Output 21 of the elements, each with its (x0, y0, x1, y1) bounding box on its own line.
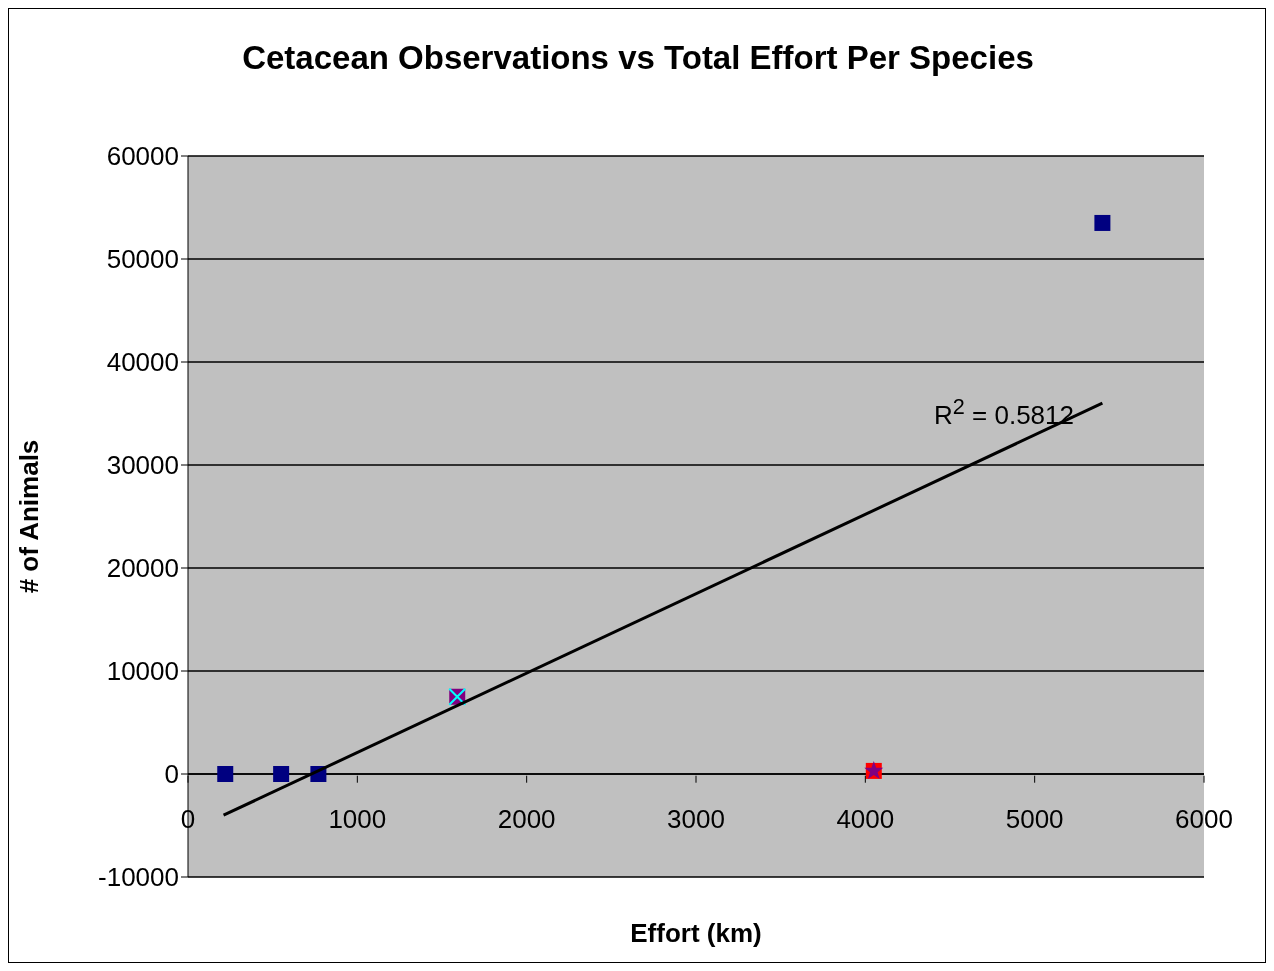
x-tick-label: 2000 (497, 803, 556, 834)
x-axis-title: Effort (km) (630, 918, 762, 948)
y-tick-label: -10000 (98, 862, 179, 893)
x-tick-label: 6000 (1175, 803, 1233, 834)
chart-title: Cetacean Observations vs Total Effort Per Species (241, 39, 1035, 77)
x-tick-label: 5000 (1005, 803, 1064, 834)
y-tick-label: 30000 (106, 450, 179, 481)
x-tick-label: 4000 (836, 803, 895, 834)
point (217, 766, 234, 782)
y-tick-label: 20000 (106, 553, 179, 584)
x-tick-label: 3000 (667, 803, 725, 834)
point (273, 766, 290, 782)
x-tick-label: 1000 (328, 803, 387, 834)
y-tick-label: 60000 (106, 141, 179, 172)
y-tick-label: 50000 (106, 244, 179, 275)
y-axis-title: # of Animals (14, 439, 45, 594)
y-tick-label: 10000 (106, 656, 179, 687)
annotation: R$^{2}$ = 0.5812 (934, 394, 1074, 431)
y-tick-label: 0 (164, 759, 179, 790)
point (1094, 214, 1111, 231)
y-tick-label: 40000 (106, 347, 179, 378)
